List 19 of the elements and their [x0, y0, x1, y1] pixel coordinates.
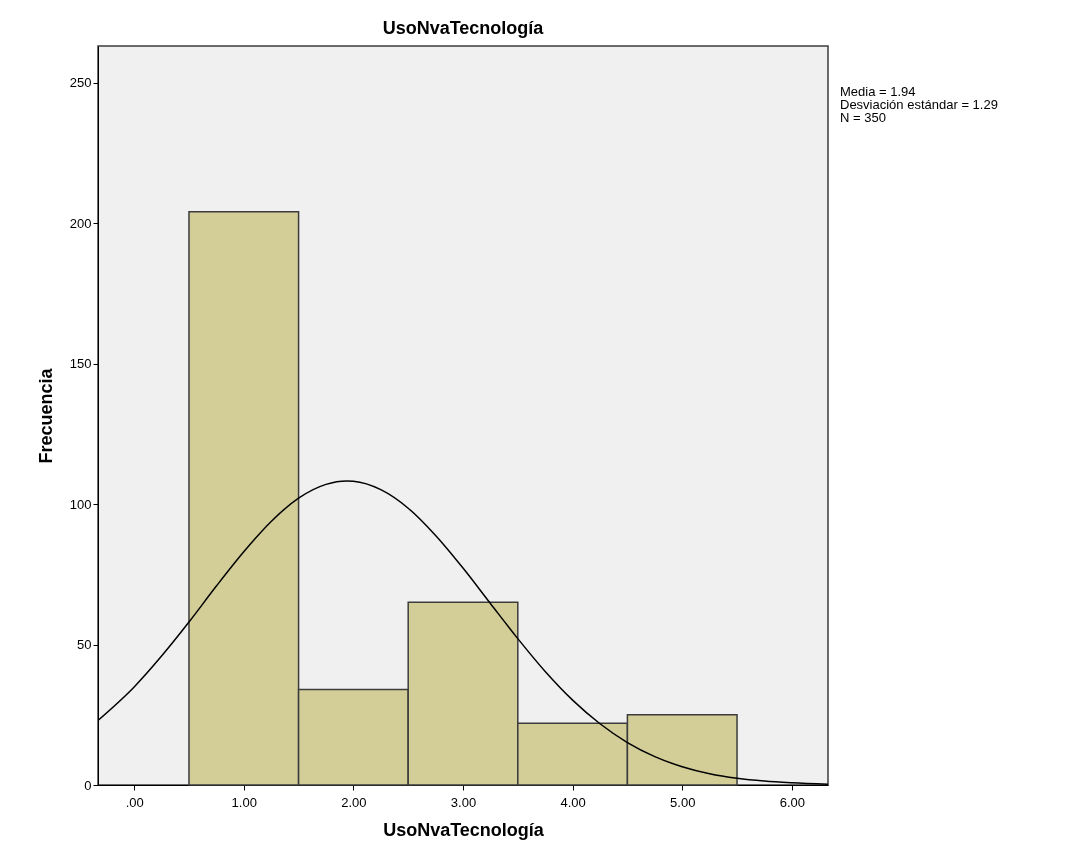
chart-title: UsoNvaTecnología: [382, 18, 545, 38]
x-tick-label: 2.00: [341, 794, 367, 810]
x-tick-label: 6.00: [779, 794, 805, 810]
y-tick-label: 100: [69, 496, 92, 512]
x-tick-label: 5.00: [670, 794, 696, 810]
text: Media = 1.94: [840, 84, 916, 99]
x-tick-label: 1.00: [231, 794, 257, 810]
y-tick-label: 150: [69, 356, 92, 372]
y-tick-label: 50: [77, 637, 92, 653]
y-tick-label: 250: [69, 75, 92, 91]
x-tick-label: 3.00: [450, 794, 477, 810]
x-axis-title: UsoNvaTecnología: [383, 819, 545, 840]
text: Desviación estándar = 1.29: [840, 97, 998, 112]
y-tick-label: 0: [84, 777, 92, 793]
x-tick-label: 4.00: [560, 794, 586, 810]
x-tick-label: .00: [125, 794, 144, 810]
y-tick-label: 200: [69, 215, 92, 231]
y-axis-title: Frecuencia: [35, 367, 56, 464]
text: N = 350: [840, 110, 886, 125]
